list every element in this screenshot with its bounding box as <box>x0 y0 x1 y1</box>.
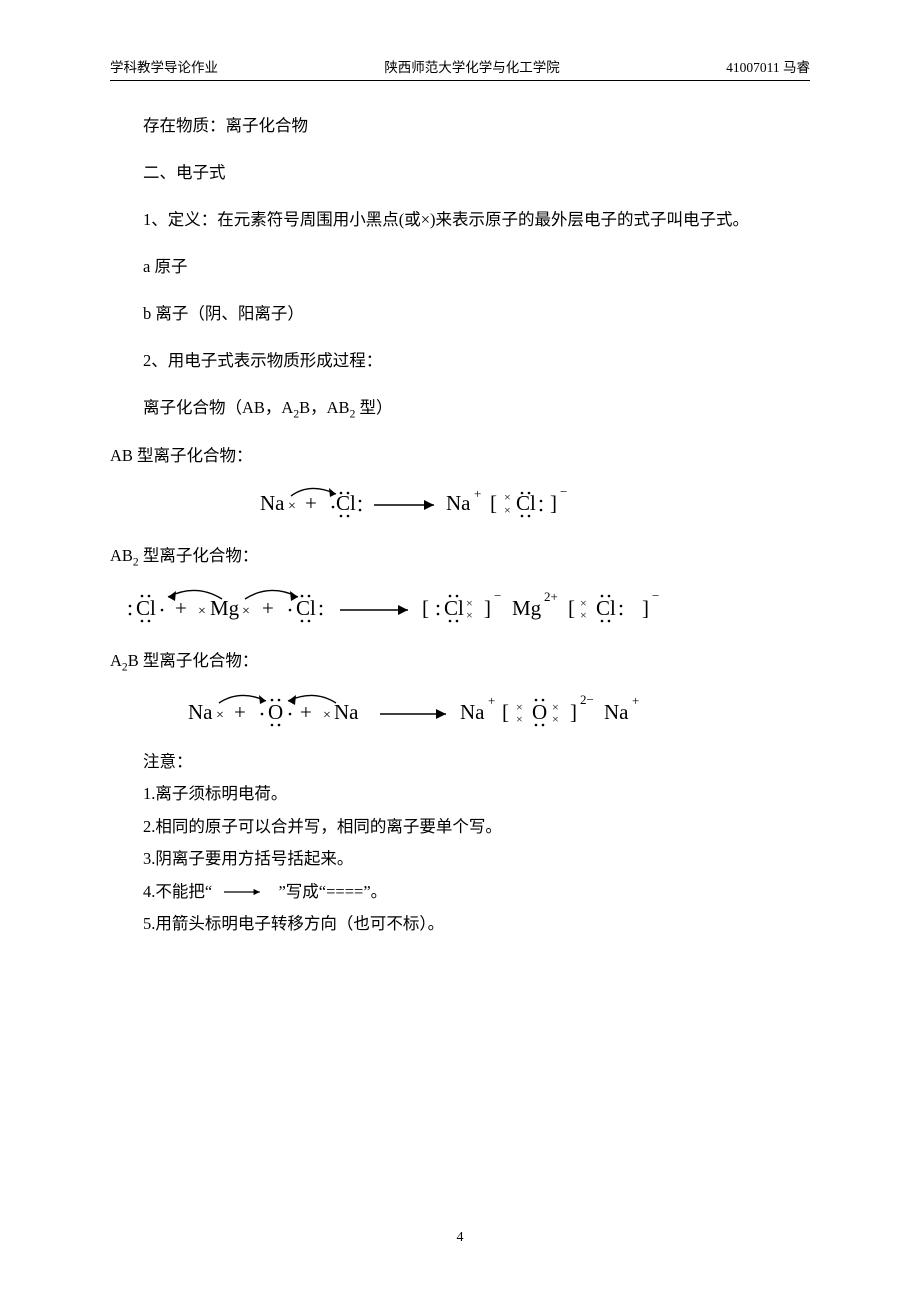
svg-text:+: + <box>474 486 481 501</box>
svg-text:+: + <box>305 491 317 515</box>
section-a2b-label: A2B 型离子化合物： <box>110 647 810 673</box>
equation-mgcl2-svg: Cl + × Mg × + Cl <box>120 577 800 633</box>
header-center: 陕西师范大学化学与化工学院 <box>384 56 560 76</box>
equation-nacl-svg: Na × + Cl Na + <box>250 474 670 528</box>
svg-text:]: ] <box>570 700 577 724</box>
svg-text:[: [ <box>422 596 429 620</box>
line-b-ion: b 离子（阴、阳离子） <box>110 299 810 330</box>
line-2-process: 2、用电子式表示物质形成过程： <box>110 346 810 377</box>
svg-text:×: × <box>516 712 523 726</box>
body-text: 存在物质：离子化合物 二、电子式 1、定义：在元素符号周围用小黑点(或×)来表示… <box>110 111 810 426</box>
ab2-post: 型离子化合物： <box>139 546 259 565</box>
equation-na2o-svg: Na × + O + × Na <box>180 681 740 737</box>
svg-text:×: × <box>466 608 473 622</box>
svg-text:O: O <box>532 700 547 724</box>
note-1: 1.离子须标明电荷。 <box>110 779 810 810</box>
svg-text:+: + <box>300 700 312 724</box>
svg-text:Cl: Cl <box>516 491 536 515</box>
svg-text:Cl: Cl <box>444 596 464 620</box>
line-heading-2: 二、电子式 <box>110 158 810 189</box>
svg-text:]: ] <box>484 596 491 620</box>
ab2-pre: AB <box>110 546 133 565</box>
svg-text:+: + <box>234 700 246 724</box>
equation-nacl: Na × + Cl Na + <box>110 474 810 528</box>
svg-text:Cl: Cl <box>596 596 616 620</box>
note-4: 4.不能把“ ”写成“====”。 <box>110 877 810 908</box>
note-4-pre: 4.不能把“ <box>143 882 212 901</box>
page-header: 学科教学导论作业 陕西师范大学化学与化工学院 41007011 马睿 <box>110 56 810 80</box>
svg-text:×: × <box>504 503 511 517</box>
equation-na2o: Na × + O + × Na <box>110 681 810 737</box>
svg-text:[: [ <box>490 491 497 515</box>
svg-text:Na: Na <box>188 700 213 724</box>
section-ab-label: AB 型离子化合物： <box>110 442 810 466</box>
header-rule <box>110 80 810 81</box>
page: 学科教学导论作业 陕西师范大学化学与化工学院 41007011 马睿 存在物质：… <box>0 0 920 1302</box>
nacl-cl-bracket: × × Cl <box>504 490 542 517</box>
ionic-types-mid: B，AB <box>299 398 349 417</box>
svg-text:×: × <box>198 604 206 619</box>
notes-title: 注意： <box>110 747 810 778</box>
section-ab2-label: AB2 型离子化合物： <box>110 542 810 568</box>
header-right: 41007011 马睿 <box>726 56 810 76</box>
svg-text:×: × <box>504 490 511 504</box>
svg-text:Na: Na <box>460 700 485 724</box>
svg-text:]: ] <box>642 596 649 620</box>
svg-text:−: − <box>560 484 567 499</box>
svg-text:Cl: Cl <box>136 596 156 620</box>
svg-text:Mg: Mg <box>512 596 542 620</box>
svg-text:Na: Na <box>446 491 471 515</box>
svg-text:Na: Na <box>334 700 359 724</box>
arrow-icon <box>216 885 274 899</box>
svg-text:Cl: Cl <box>296 596 316 620</box>
note-5: 5.用箭头标明电子转移方向（也可不标）。 <box>110 909 810 940</box>
notes-block: 注意： 1.离子须标明电荷。 2.相同的原子可以合并写，相同的离子要单个写。 3… <box>110 747 810 940</box>
line-ionic-types: 离子化合物（AB，A2B，AB2 型） <box>110 393 810 426</box>
svg-text:−: − <box>494 588 501 603</box>
svg-text:+: + <box>262 596 274 620</box>
note-4-post: ”写成“====”。 <box>278 882 387 901</box>
note-2: 2.相同的原子可以合并写，相同的离子要单个写。 <box>110 812 810 843</box>
svg-text:×: × <box>216 708 224 723</box>
svg-text:]: ] <box>550 491 557 515</box>
line-a-atom: a 原子 <box>110 252 810 283</box>
svg-text:×: × <box>552 712 559 726</box>
svg-text:Na: Na <box>604 700 629 724</box>
ionic-types-post: 型） <box>355 398 392 417</box>
svg-text:2−: 2− <box>580 692 594 707</box>
a2b-post: B 型离子化合物： <box>128 651 259 670</box>
svg-text:+: + <box>175 596 187 620</box>
equation-mgcl2: Cl + × Mg × + Cl <box>110 577 810 633</box>
svg-text:×: × <box>242 604 250 619</box>
note-3: 3.阴离子要用方括号括起来。 <box>110 844 810 875</box>
svg-text:+: + <box>632 693 639 708</box>
svg-text:Cl: Cl <box>336 491 356 515</box>
svg-text:O: O <box>268 700 283 724</box>
ionic-types-pre: 离子化合物（AB，A <box>143 398 293 417</box>
page-number: 4 <box>0 1230 920 1246</box>
svg-text:×: × <box>323 708 331 723</box>
header-left: 学科教学导论作业 <box>110 56 218 76</box>
svg-text:[: [ <box>502 700 509 724</box>
nacl-cl-left: Cl <box>332 491 362 517</box>
svg-text:+: + <box>488 693 495 708</box>
line-definition: 1、定义：在元素符号周围用小黑点(或×)来表示原子的最外层电子的式子叫电子式。 <box>110 205 810 236</box>
svg-text:×: × <box>288 499 296 514</box>
svg-text:−: − <box>652 588 659 603</box>
line-substance: 存在物质：离子化合物 <box>110 111 810 142</box>
svg-text:×: × <box>580 608 587 622</box>
svg-text:Mg: Mg <box>210 596 240 620</box>
a2b-pre: A <box>110 651 122 670</box>
nacl-na: Na <box>260 491 285 515</box>
svg-text:2+: 2+ <box>544 589 558 604</box>
svg-text:[: [ <box>568 596 575 620</box>
